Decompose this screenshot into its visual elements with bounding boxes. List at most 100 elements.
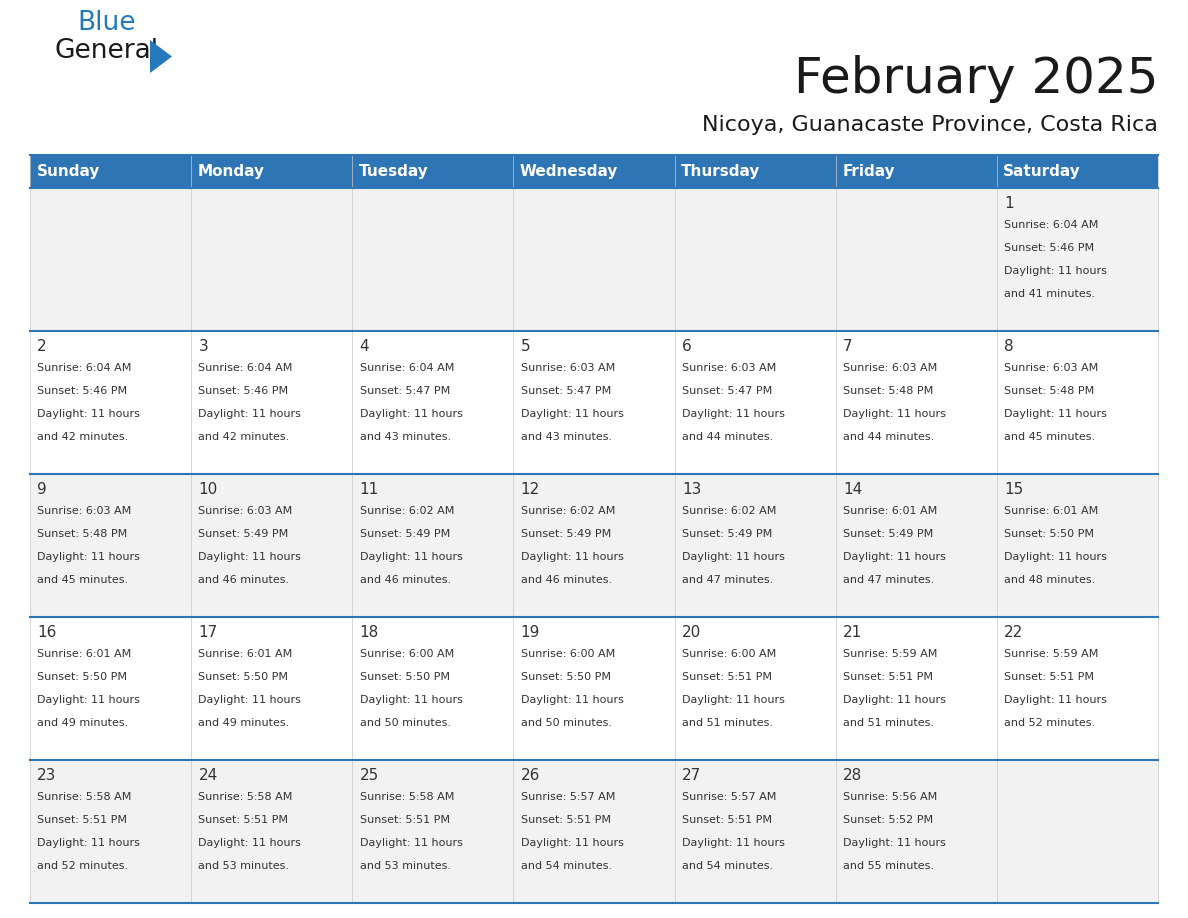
Text: Sunset: 5:51 PM: Sunset: 5:51 PM bbox=[37, 815, 127, 825]
Text: Sunrise: 6:01 AM: Sunrise: 6:01 AM bbox=[198, 649, 292, 659]
Text: and 55 minutes.: and 55 minutes. bbox=[843, 861, 934, 871]
Text: Daylight: 11 hours: Daylight: 11 hours bbox=[843, 695, 946, 705]
Text: Sunrise: 6:03 AM: Sunrise: 6:03 AM bbox=[520, 364, 615, 374]
Text: and 43 minutes.: and 43 minutes. bbox=[360, 431, 450, 442]
Text: and 44 minutes.: and 44 minutes. bbox=[843, 431, 934, 442]
Text: 28: 28 bbox=[843, 767, 862, 783]
Text: and 53 minutes.: and 53 minutes. bbox=[360, 861, 450, 871]
Text: Sunset: 5:48 PM: Sunset: 5:48 PM bbox=[1004, 386, 1094, 396]
Text: and 42 minutes.: and 42 minutes. bbox=[198, 431, 290, 442]
Text: Daylight: 11 hours: Daylight: 11 hours bbox=[520, 838, 624, 848]
Text: Sunrise: 6:03 AM: Sunrise: 6:03 AM bbox=[198, 506, 292, 516]
Text: and 54 minutes.: and 54 minutes. bbox=[682, 861, 773, 871]
Text: Sunset: 5:46 PM: Sunset: 5:46 PM bbox=[1004, 243, 1094, 253]
Text: Sunrise: 6:00 AM: Sunrise: 6:00 AM bbox=[520, 649, 615, 659]
Bar bbox=[30, 155, 191, 188]
Bar bbox=[30, 188, 1158, 331]
Bar bbox=[30, 331, 1158, 474]
Text: Sunset: 5:49 PM: Sunset: 5:49 PM bbox=[520, 529, 611, 539]
Text: Daylight: 11 hours: Daylight: 11 hours bbox=[843, 409, 946, 419]
Text: 7: 7 bbox=[843, 339, 853, 353]
Text: Sunrise: 5:57 AM: Sunrise: 5:57 AM bbox=[682, 792, 776, 802]
Text: 2: 2 bbox=[37, 339, 46, 353]
Text: 4: 4 bbox=[360, 339, 369, 353]
Text: 16: 16 bbox=[37, 625, 57, 640]
Text: and 54 minutes.: and 54 minutes. bbox=[520, 861, 612, 871]
Bar bbox=[30, 760, 1158, 903]
Text: Daylight: 11 hours: Daylight: 11 hours bbox=[37, 409, 140, 419]
Bar bbox=[30, 474, 1158, 617]
Text: Daylight: 11 hours: Daylight: 11 hours bbox=[682, 695, 785, 705]
Text: Sunset: 5:49 PM: Sunset: 5:49 PM bbox=[360, 529, 450, 539]
Text: Daylight: 11 hours: Daylight: 11 hours bbox=[198, 552, 302, 562]
Text: Sunrise: 5:59 AM: Sunrise: 5:59 AM bbox=[1004, 649, 1099, 659]
Text: Sunset: 5:51 PM: Sunset: 5:51 PM bbox=[682, 672, 772, 682]
Text: Sunrise: 5:58 AM: Sunrise: 5:58 AM bbox=[198, 792, 292, 802]
Text: Daylight: 11 hours: Daylight: 11 hours bbox=[843, 838, 946, 848]
Text: Sunset: 5:50 PM: Sunset: 5:50 PM bbox=[1004, 529, 1094, 539]
Text: Daylight: 11 hours: Daylight: 11 hours bbox=[360, 409, 462, 419]
Text: 20: 20 bbox=[682, 625, 701, 640]
Bar bbox=[997, 155, 1158, 188]
Text: Sunset: 5:51 PM: Sunset: 5:51 PM bbox=[1004, 672, 1094, 682]
Bar bbox=[513, 155, 675, 188]
Text: 17: 17 bbox=[198, 625, 217, 640]
Text: Sunset: 5:48 PM: Sunset: 5:48 PM bbox=[37, 529, 127, 539]
Text: Daylight: 11 hours: Daylight: 11 hours bbox=[1004, 695, 1107, 705]
Text: Sunrise: 6:02 AM: Sunrise: 6:02 AM bbox=[360, 506, 454, 516]
Text: Sunset: 5:47 PM: Sunset: 5:47 PM bbox=[682, 386, 772, 396]
Text: and 48 minutes.: and 48 minutes. bbox=[1004, 575, 1095, 585]
Text: and 45 minutes.: and 45 minutes. bbox=[1004, 431, 1095, 442]
Text: Sunrise: 6:04 AM: Sunrise: 6:04 AM bbox=[360, 364, 454, 374]
Text: Blue: Blue bbox=[77, 10, 135, 36]
Text: and 51 minutes.: and 51 minutes. bbox=[682, 718, 773, 728]
Text: 12: 12 bbox=[520, 482, 539, 497]
Text: Monday: Monday bbox=[197, 164, 265, 179]
Text: 24: 24 bbox=[198, 767, 217, 783]
Text: Daylight: 11 hours: Daylight: 11 hours bbox=[682, 552, 785, 562]
Text: Sunrise: 6:04 AM: Sunrise: 6:04 AM bbox=[198, 364, 292, 374]
Text: General: General bbox=[55, 38, 159, 64]
Text: Daylight: 11 hours: Daylight: 11 hours bbox=[520, 695, 624, 705]
Text: Sunrise: 5:59 AM: Sunrise: 5:59 AM bbox=[843, 649, 937, 659]
Text: 10: 10 bbox=[198, 482, 217, 497]
Text: Nicoya, Guanacaste Province, Costa Rica: Nicoya, Guanacaste Province, Costa Rica bbox=[702, 115, 1158, 135]
Text: 3: 3 bbox=[198, 339, 208, 353]
Text: Sunset: 5:50 PM: Sunset: 5:50 PM bbox=[520, 672, 611, 682]
Text: 9: 9 bbox=[37, 482, 48, 497]
Text: Saturday: Saturday bbox=[1004, 164, 1081, 179]
Text: Tuesday: Tuesday bbox=[359, 164, 429, 179]
Text: Sunrise: 6:01 AM: Sunrise: 6:01 AM bbox=[1004, 506, 1099, 516]
Text: and 51 minutes.: and 51 minutes. bbox=[843, 718, 934, 728]
Text: Daylight: 11 hours: Daylight: 11 hours bbox=[360, 838, 462, 848]
Text: and 44 minutes.: and 44 minutes. bbox=[682, 431, 773, 442]
Text: February 2025: February 2025 bbox=[794, 55, 1158, 103]
Bar bbox=[835, 155, 997, 188]
Text: and 47 minutes.: and 47 minutes. bbox=[682, 575, 773, 585]
Text: Sunset: 5:50 PM: Sunset: 5:50 PM bbox=[198, 672, 289, 682]
Text: Daylight: 11 hours: Daylight: 11 hours bbox=[37, 552, 140, 562]
Text: Sunrise: 6:03 AM: Sunrise: 6:03 AM bbox=[37, 506, 132, 516]
Text: 26: 26 bbox=[520, 767, 541, 783]
Text: Sunday: Sunday bbox=[37, 164, 100, 179]
Bar bbox=[191, 155, 353, 188]
Text: Sunrise: 6:01 AM: Sunrise: 6:01 AM bbox=[843, 506, 937, 516]
Text: Daylight: 11 hours: Daylight: 11 hours bbox=[37, 695, 140, 705]
Text: Sunrise: 6:00 AM: Sunrise: 6:00 AM bbox=[360, 649, 454, 659]
Bar bbox=[30, 617, 1158, 760]
Text: 11: 11 bbox=[360, 482, 379, 497]
Text: Wednesday: Wednesday bbox=[520, 164, 618, 179]
Text: Sunset: 5:46 PM: Sunset: 5:46 PM bbox=[37, 386, 127, 396]
Polygon shape bbox=[150, 40, 172, 73]
Bar bbox=[675, 155, 835, 188]
Text: and 50 minutes.: and 50 minutes. bbox=[360, 718, 450, 728]
Text: 1: 1 bbox=[1004, 196, 1013, 211]
Text: Sunrise: 6:03 AM: Sunrise: 6:03 AM bbox=[1004, 364, 1099, 374]
Text: Sunset: 5:50 PM: Sunset: 5:50 PM bbox=[37, 672, 127, 682]
Text: Sunrise: 6:02 AM: Sunrise: 6:02 AM bbox=[682, 506, 776, 516]
Text: Daylight: 11 hours: Daylight: 11 hours bbox=[198, 838, 302, 848]
Text: Daylight: 11 hours: Daylight: 11 hours bbox=[198, 409, 302, 419]
Text: Sunset: 5:50 PM: Sunset: 5:50 PM bbox=[360, 672, 449, 682]
Text: Sunset: 5:49 PM: Sunset: 5:49 PM bbox=[682, 529, 772, 539]
Text: Sunrise: 5:58 AM: Sunrise: 5:58 AM bbox=[360, 792, 454, 802]
